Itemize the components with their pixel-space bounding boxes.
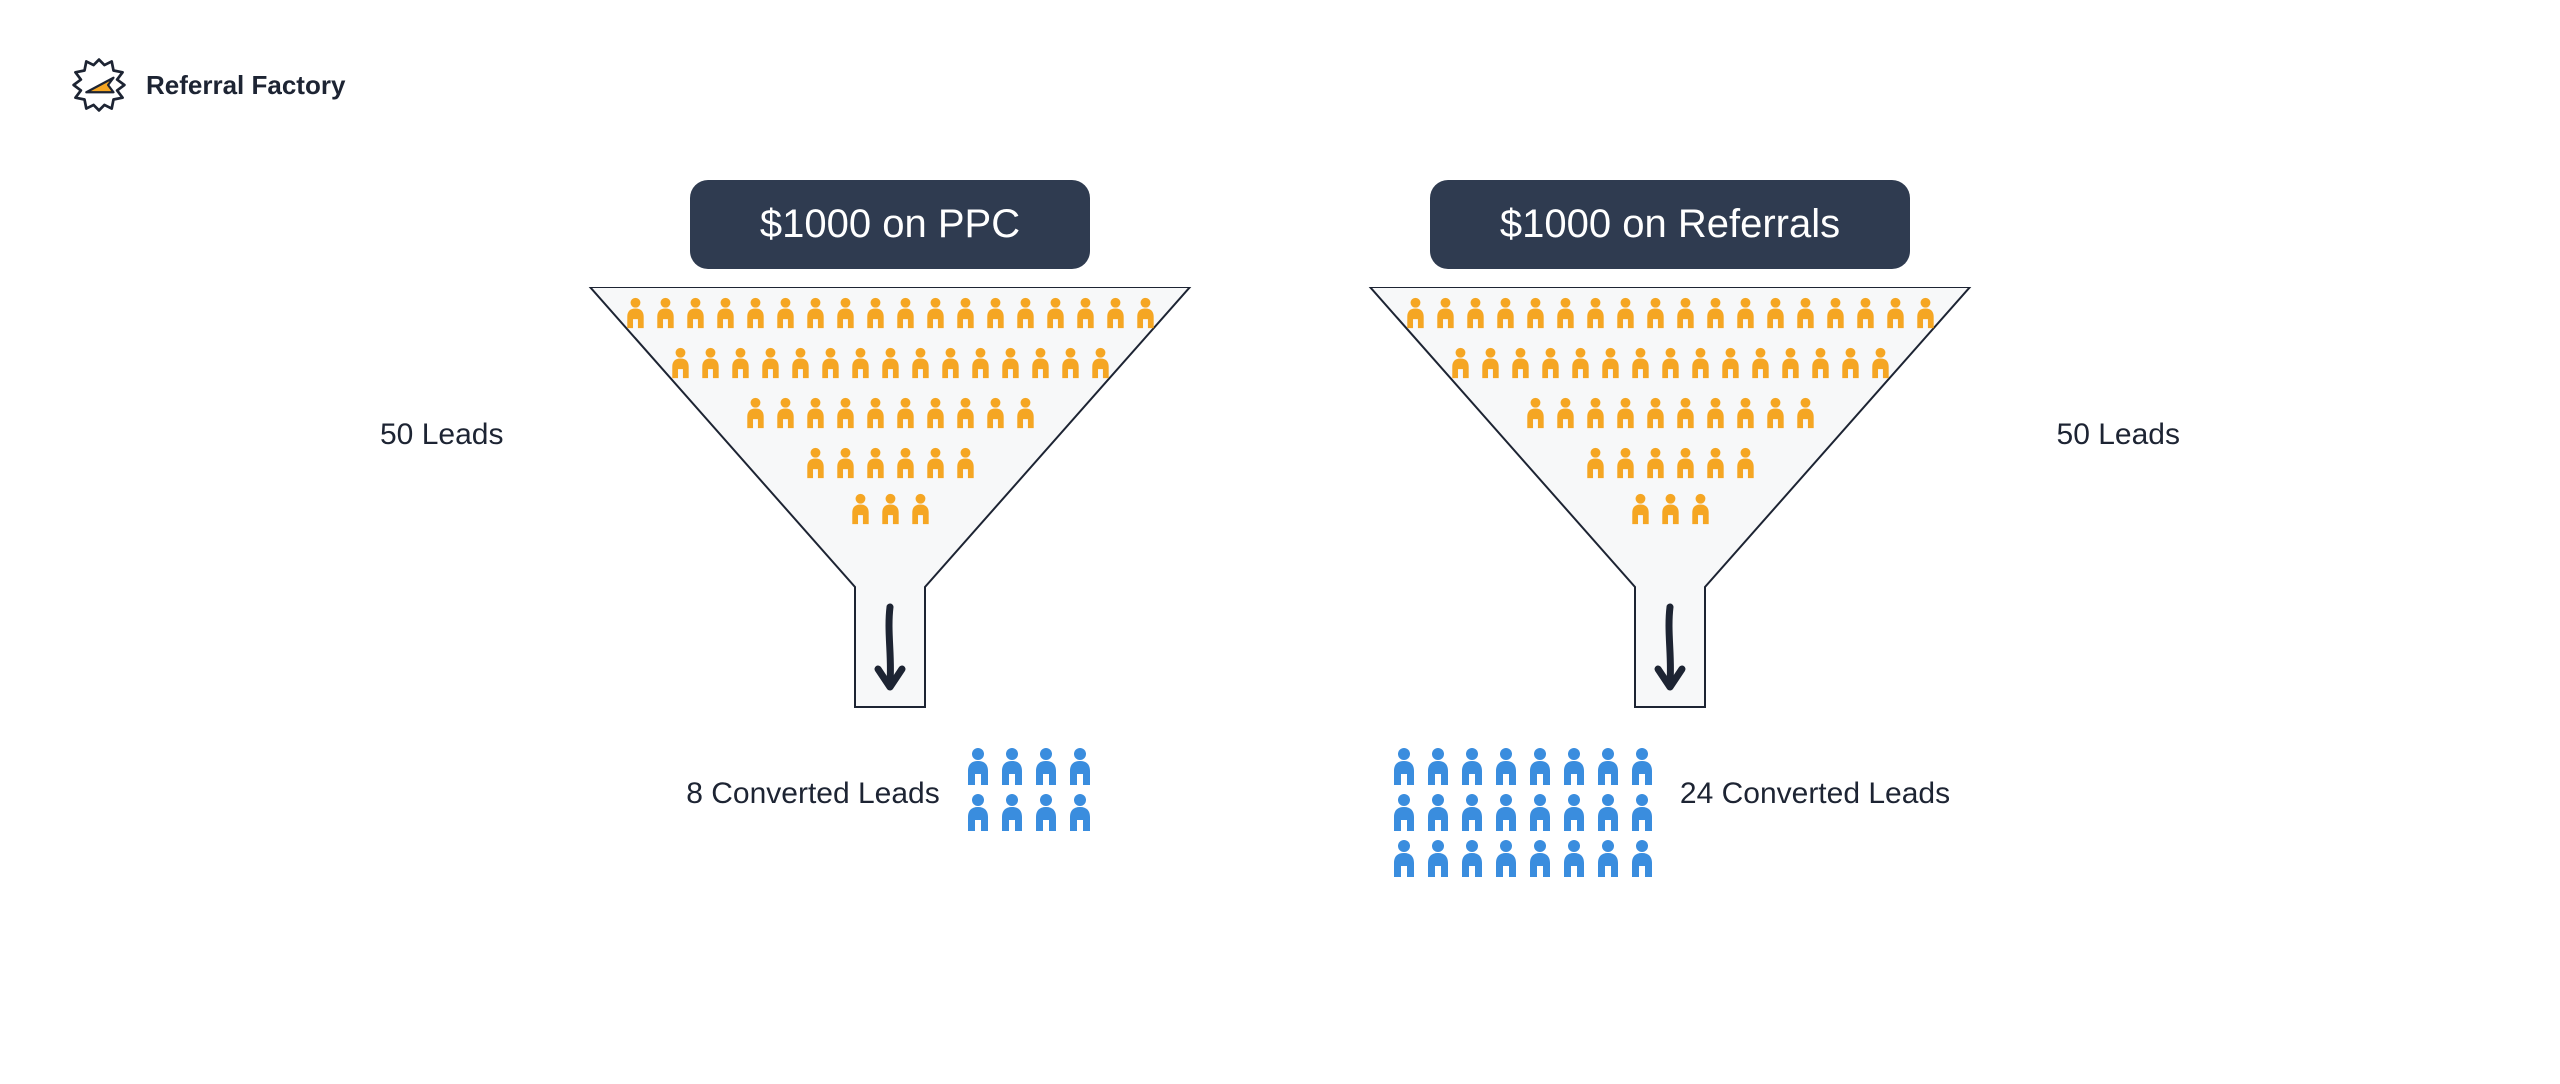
person-icon [1390, 747, 1418, 785]
people-row [1390, 747, 1656, 785]
person-icon [1492, 839, 1520, 877]
person-icon [1424, 839, 1452, 877]
person-icon [1032, 793, 1060, 831]
leads-count-label: 50 Leads [2057, 418, 2180, 452]
converted-people-grid [1390, 747, 1656, 877]
funnel-title-pill: $1000 on PPC [690, 180, 1090, 269]
person-icon [1390, 839, 1418, 877]
person-icon [998, 747, 1026, 785]
brand-logo-area: Referral Factory [70, 56, 345, 114]
person-icon [1526, 747, 1554, 785]
person-icon [964, 747, 992, 785]
people-row [1390, 839, 1656, 877]
person-icon [1458, 747, 1486, 785]
person-icon [1032, 747, 1060, 785]
person-icon [1066, 793, 1094, 831]
people-row [964, 793, 1094, 831]
people-row [1390, 793, 1656, 831]
person-icon [1526, 839, 1554, 877]
leads-count-label: 50 Leads [380, 418, 503, 452]
brand-name: Referral Factory [146, 70, 345, 101]
funnel-title-pill: $1000 on Referrals [1430, 180, 1910, 269]
converted-area: 24 Converted Leads [1390, 747, 1950, 877]
person-icon [1628, 793, 1656, 831]
person-icon [1458, 839, 1486, 877]
person-icon [1424, 793, 1452, 831]
person-icon [1066, 747, 1094, 785]
person-icon [1594, 747, 1622, 785]
person-icon [1492, 793, 1520, 831]
person-icon [1594, 839, 1622, 877]
person-icon [1390, 793, 1418, 831]
person-icon [1424, 747, 1452, 785]
funnel-block: $1000 on PPC50 Leads8 Converted Leads [560, 180, 1220, 877]
converted-people-grid [964, 747, 1094, 831]
person-icon [1560, 793, 1588, 831]
brand-logo-icon [70, 56, 128, 114]
converted-leads-label: 8 Converted Leads [686, 777, 940, 811]
converted-area: 8 Converted Leads [686, 747, 1094, 831]
funnel-shape [580, 287, 1200, 727]
person-icon [1458, 793, 1486, 831]
funnels-container: $1000 on PPC50 Leads8 Converted Leads$10… [0, 180, 2560, 877]
person-icon [1526, 793, 1554, 831]
funnel-shape [1360, 287, 1980, 727]
person-icon [1594, 793, 1622, 831]
person-icon [1560, 839, 1588, 877]
person-icon [1628, 839, 1656, 877]
person-icon [1492, 747, 1520, 785]
person-icon [998, 793, 1026, 831]
person-icon [964, 793, 992, 831]
funnel-block: $1000 on Referrals50 Leads24 Converted L… [1340, 180, 2000, 877]
person-icon [1628, 747, 1656, 785]
converted-leads-label: 24 Converted Leads [1680, 777, 1950, 811]
person-icon [1560, 747, 1588, 785]
people-row [964, 747, 1094, 785]
